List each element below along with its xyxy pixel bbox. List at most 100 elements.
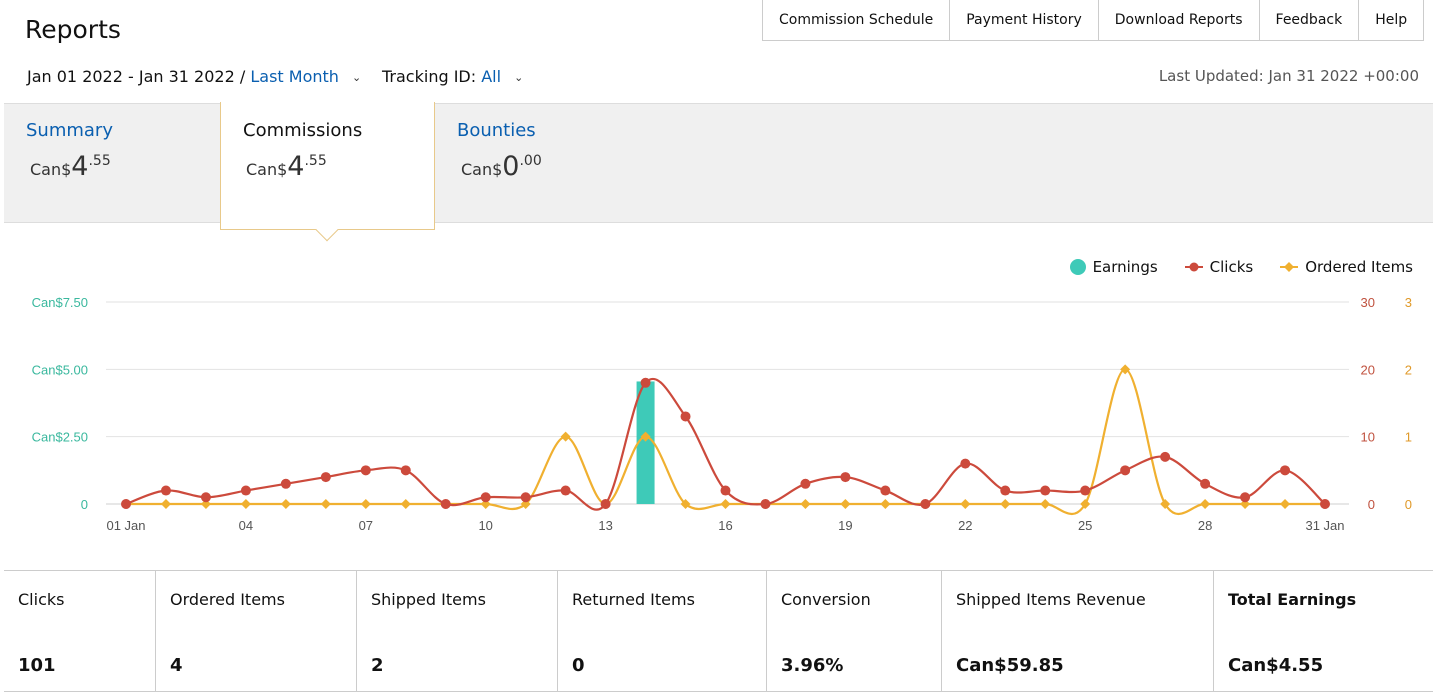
ordered-items-point: [320, 499, 331, 509]
x-axis-tick-label: 16: [718, 518, 732, 533]
clicks-point: [121, 499, 131, 509]
tab-label[interactable]: Summary: [26, 120, 113, 141]
stat-total-earnings: Total Earnings Can$4.55: [1214, 571, 1433, 691]
tab-commissions[interactable]: Commissions Can$4.55: [220, 102, 435, 242]
ordered-items-point: [960, 499, 971, 509]
stat-value: 101: [18, 655, 56, 676]
right-axis-items-tick-label: 0: [1405, 497, 1412, 512]
left-axis-tick-label: Can$5.00: [32, 362, 88, 377]
ordered-items-point: [1280, 499, 1291, 509]
stat-clicks: Clicks 101: [4, 571, 156, 691]
ordered-items-point: [1120, 364, 1131, 375]
help-button[interactable]: Help: [1359, 0, 1425, 41]
last-updated-text: Last Updated: Jan 31 2022 +00:00: [1158, 67, 1419, 85]
stat-value: Can$59.85: [956, 655, 1064, 676]
x-axis-tick-label: 10: [478, 518, 492, 533]
clicks-point: [800, 478, 811, 489]
ordered-items-point: [640, 431, 651, 442]
right-axis-clicks-tick-label: 10: [1361, 430, 1375, 445]
top-nav: Commission Schedule Payment History Down…: [762, 0, 1425, 41]
clicks-point: [280, 478, 291, 489]
clicks-point: [680, 411, 691, 422]
clicks-point: [600, 499, 611, 509]
clicks-point: [1000, 485, 1011, 496]
chevron-down-icon[interactable]: ⌄: [352, 71, 362, 84]
legend-label: Clicks: [1209, 258, 1254, 276]
currency-label: Can$: [30, 160, 72, 179]
tab-amount: Can$4.55: [30, 151, 111, 182]
earnings-bar: [636, 381, 655, 504]
x-axis-tick-label: 01 Jan: [106, 518, 145, 533]
clicks-point: [240, 485, 251, 496]
tab-amount: Can$0.00: [461, 151, 542, 182]
stat-value: 3.96%: [781, 655, 844, 676]
clicks-point: [1080, 485, 1091, 496]
stat-label: Ordered Items: [170, 590, 285, 609]
clicks-point: [640, 377, 651, 388]
x-axis-tick-label: 22: [958, 518, 972, 533]
currency-label: Can$: [461, 160, 503, 179]
ordered-items-legend-icon: [1280, 262, 1299, 272]
date-filter[interactable]: Jan 01 2022 - Jan 31 2022 / Last Month ⌄: [27, 67, 361, 86]
clicks-point: [160, 485, 171, 496]
amount-cents: .55: [88, 153, 111, 169]
ordered-items-point: [1000, 499, 1011, 509]
x-axis-tick-label: 25: [1078, 518, 1092, 533]
clicks-legend-icon: [1184, 262, 1203, 272]
clicks-point: [840, 472, 851, 483]
legend-label: Earnings: [1092, 258, 1158, 276]
earnings-legend-icon: [1069, 259, 1086, 275]
chevron-down-icon[interactable]: ⌄: [514, 71, 524, 84]
date-preset-link[interactable]: Last Month: [250, 67, 339, 86]
clicks-point: [960, 458, 971, 469]
x-axis-tick-label: 19: [838, 518, 852, 533]
stats-bar: Clicks 101 Ordered Items 4 Shipped Items…: [4, 570, 1433, 692]
tab-label[interactable]: Bounties: [457, 120, 536, 141]
tracking-label: Tracking ID:: [382, 67, 477, 86]
stat-conversion: Conversion 3.96%: [767, 571, 942, 691]
ordered-items-point: [280, 499, 291, 509]
commission-schedule-button[interactable]: Commission Schedule: [763, 0, 951, 41]
tab-label[interactable]: Commissions: [243, 120, 363, 141]
legend-earnings[interactable]: Earnings: [1069, 258, 1158, 276]
clicks-point: [1320, 499, 1330, 509]
stat-shipped-items: Shipped Items 2: [357, 571, 558, 691]
amount-whole: 4: [71, 151, 89, 182]
download-reports-button[interactable]: Download Reports: [1099, 0, 1260, 41]
legend-clicks[interactable]: Clicks: [1184, 258, 1254, 276]
stat-shipped-items-revenue: Shipped Items Revenue Can$59.85: [942, 571, 1214, 691]
date-range-text: Jan 01 2022 - Jan 31 2022 /: [27, 67, 246, 86]
ordered-items-point: [360, 499, 371, 509]
legend-ordered-items[interactable]: Ordered Items: [1279, 258, 1413, 276]
left-axis-tick-label: 0: [81, 497, 88, 512]
stat-value: 2: [371, 655, 384, 676]
ordered-items-point: [560, 431, 571, 442]
clicks-point: [1040, 485, 1051, 496]
ordered-items-point: [800, 499, 811, 509]
left-axis-tick-label: Can$2.50: [32, 430, 88, 445]
stat-label: Shipped Items: [371, 590, 486, 609]
tracking-value-link[interactable]: All: [481, 67, 502, 86]
earnings-chart: 0 0 0 Can$2.50 10 1 Can$5.00 20 2 Can$7.50 30 3 01 J…: [4, 232, 1433, 570]
tab-summary[interactable]: Summary Can$4.55: [26, 104, 216, 222]
tracking-id-filter[interactable]: Tracking ID: All ⌄: [382, 67, 523, 86]
stat-label: Total Earnings: [1228, 590, 1357, 609]
report-tabs: Summary Can$4.55 Commissions Can$4.55 Bo…: [4, 102, 1433, 242]
right-axis-items-tick-label: 1: [1405, 430, 1412, 445]
amount-whole: 4: [287, 151, 305, 182]
currency-label: Can$: [246, 160, 288, 179]
ordered-items-point: [160, 499, 171, 509]
ordered-items-point: [400, 499, 411, 509]
stat-label: Conversion: [781, 590, 871, 609]
right-axis-items-tick-label: 2: [1405, 362, 1412, 377]
payment-history-button[interactable]: Payment History: [950, 0, 1099, 41]
clicks-point: [1120, 465, 1131, 476]
chart-legend: Earnings Clicks Ordered Items: [1069, 258, 1413, 276]
feedback-button[interactable]: Feedback: [1260, 0, 1360, 41]
clicks-point: [1200, 478, 1211, 489]
ordered-items-point: [1040, 499, 1051, 509]
tab-bounties[interactable]: Bounties Can$0.00: [457, 104, 657, 222]
clicks-point: [920, 499, 931, 509]
x-axis-tick-label: 04: [239, 518, 253, 533]
clicks-point: [320, 472, 331, 483]
